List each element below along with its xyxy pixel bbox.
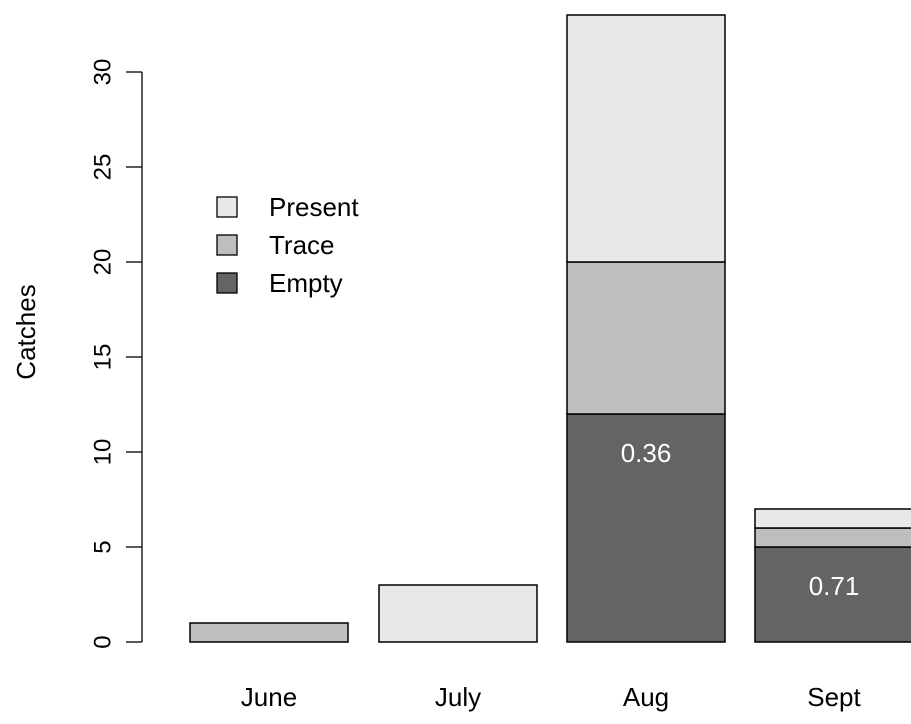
legend-label-trace: Trace [269,230,335,260]
legend-swatch-present [216,196,238,218]
legend-swatch-empty [216,272,238,294]
y-tick-label-30: 30 [89,59,116,86]
bar-sept-trace [754,527,911,548]
bar-aug-empty [566,413,726,643]
y-tick-label-10: 10 [89,439,116,466]
y-tick-label-25: 25 [89,154,116,181]
y-tick-label-0: 0 [89,635,116,648]
x-tick-label-sept: Sept [807,682,861,712]
bar-sept-empty [754,546,911,643]
bar-label-sept: 0.71 [809,571,860,601]
y-tick-label-20: 20 [89,249,116,276]
bar-july-present [378,584,538,643]
y-axis-title: Catches [11,284,41,379]
legend-label-present: Present [269,192,359,222]
bar-sept-present [754,508,911,529]
x-tick-label-july: July [435,682,481,712]
y-tick-label-15: 15 [89,344,116,371]
legend-label-empty: Empty [269,268,343,298]
x-tick-label-june: June [241,682,297,712]
y-tick-label-5: 5 [89,540,116,553]
bar-june-trace [189,622,349,643]
bar-aug-present [566,14,726,263]
x-tick-label-aug: Aug [623,682,669,712]
bar-label-aug: 0.36 [621,438,672,468]
bar-aug-trace [566,261,726,415]
legend-swatch-trace [216,234,238,256]
